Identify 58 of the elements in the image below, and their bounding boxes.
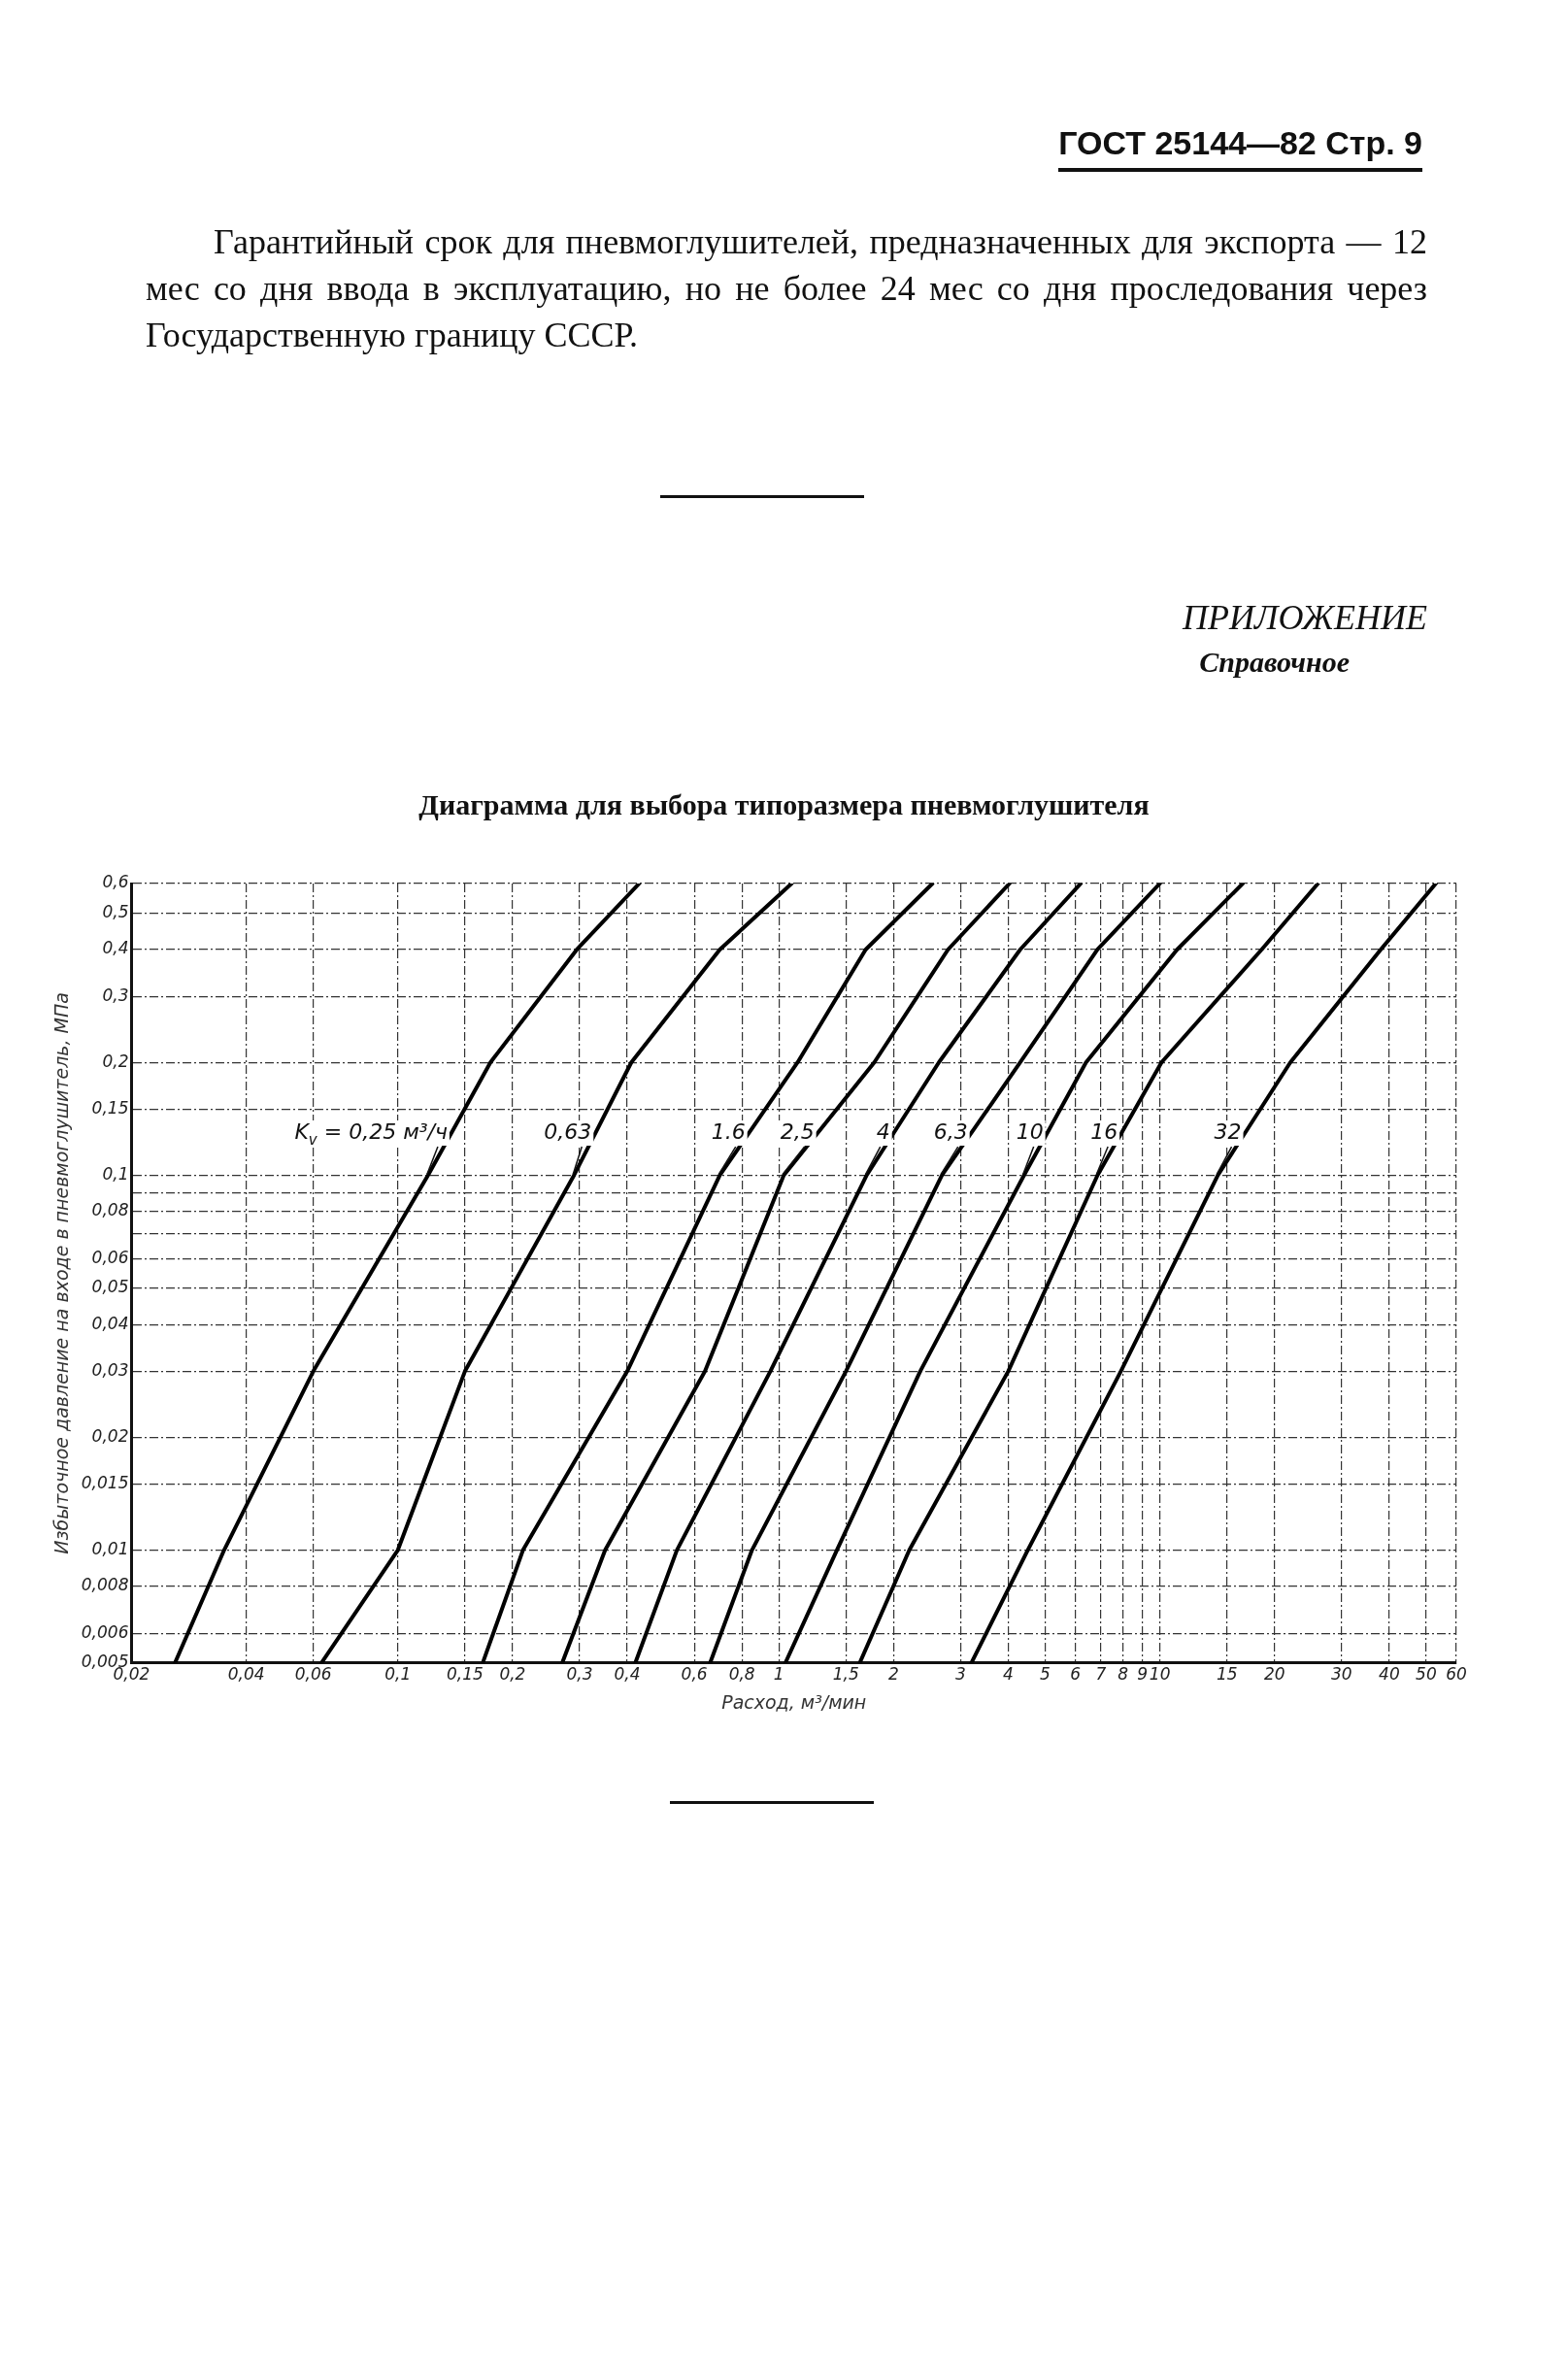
x-tick-label: 20 xyxy=(1263,1664,1285,1685)
x-tick-label: 8 xyxy=(1118,1664,1129,1685)
x-tick-label: 1 xyxy=(773,1664,784,1685)
series-label: 4 xyxy=(876,1119,890,1145)
x-tick-label: 0,6 xyxy=(681,1664,708,1685)
text: ПРИЛОЖЕНИЕ xyxy=(1183,597,1427,638)
series-label: 2,5 xyxy=(780,1119,815,1145)
y-tick-label: 0,1 xyxy=(102,1163,129,1184)
y-tick-label: 0,6 xyxy=(102,872,129,892)
y-tick-label: 0,015 xyxy=(81,1473,129,1492)
y-tick-label: 0,2 xyxy=(102,1051,129,1071)
series-label: 0,63 xyxy=(544,1119,592,1145)
y-tick-label: 0,05 xyxy=(91,1277,129,1297)
text: Гарантийный срок для пневмоглушителей, предназначенных для экспорта — 12 мес со дня ввода в эксплуатацию, но не более 24 мес со дня проследования через Государственную границу СССР. xyxy=(146,221,1427,356)
x-tick-label: 0,4 xyxy=(614,1664,641,1685)
series-label: 32 xyxy=(1214,1119,1242,1145)
x-tick-label: 40 xyxy=(1379,1664,1400,1685)
y-tick-label: 0,03 xyxy=(91,1359,129,1380)
series-label: 10 xyxy=(1016,1119,1044,1145)
x-tick-label: 1,5 xyxy=(832,1664,859,1685)
x-tick-label: 0,1 xyxy=(384,1664,412,1685)
series-label: 1.6 xyxy=(711,1119,746,1145)
x-axis-title: Расход, м³/мин xyxy=(721,1690,867,1713)
y-tick-label: 0,15 xyxy=(91,1097,129,1118)
x-tick-label: 5 xyxy=(1040,1664,1051,1685)
y-tick-label: 0,04 xyxy=(91,1313,129,1333)
x-tick-label: 30 xyxy=(1331,1664,1352,1685)
y-tick-label: 0,02 xyxy=(91,1425,129,1446)
x-tick-label: 60 xyxy=(1446,1664,1467,1685)
x-tick-label: 50 xyxy=(1416,1664,1437,1685)
x-tick-label: 4 xyxy=(1003,1664,1014,1685)
x-tick-label: 3 xyxy=(955,1664,966,1685)
x-tick-label: 0,2 xyxy=(499,1664,526,1685)
x-tick-label: 9 xyxy=(1137,1664,1149,1685)
x-tick-label: 7 xyxy=(1095,1664,1107,1685)
y-tick-label: 0,06 xyxy=(91,1247,129,1267)
x-tick-label: 0,8 xyxy=(728,1664,755,1685)
text: ГОСТ 25144—82 Стр. 9 xyxy=(1058,124,1422,172)
x-tick-label: 2 xyxy=(887,1664,899,1685)
y-tick-label: 0,3 xyxy=(102,985,129,1005)
x-tick-label: 0,06 xyxy=(294,1664,332,1685)
x-tick-label: 0,15 xyxy=(446,1664,484,1685)
x-tick-label: 0,3 xyxy=(566,1664,593,1685)
y-tick-label: 0,006 xyxy=(81,1621,129,1642)
y-tick-label: 0,4 xyxy=(102,938,129,958)
y-tick-label: 0,01 xyxy=(91,1538,129,1558)
text: Справочное xyxy=(1199,646,1350,679)
series-label: 16 xyxy=(1090,1119,1118,1145)
series-label: 6,3 xyxy=(933,1119,968,1145)
x-tick-label: 6 xyxy=(1070,1664,1082,1685)
y-axis-title: Избыточное давление на входе в пневмоглушитель, МПа xyxy=(50,992,73,1554)
x-tick-label: 10 xyxy=(1149,1664,1171,1685)
y-tick-label: 0,5 xyxy=(102,901,129,921)
y-tick-label: 0,008 xyxy=(81,1575,129,1595)
x-tick-label: 0,04 xyxy=(227,1664,265,1685)
x-tick-label: 15 xyxy=(1216,1664,1238,1685)
chart-title: Диаграмма для выбора типоразмера пневмоглушителя xyxy=(417,788,1151,821)
y-tick-label: 0,08 xyxy=(91,1200,129,1220)
